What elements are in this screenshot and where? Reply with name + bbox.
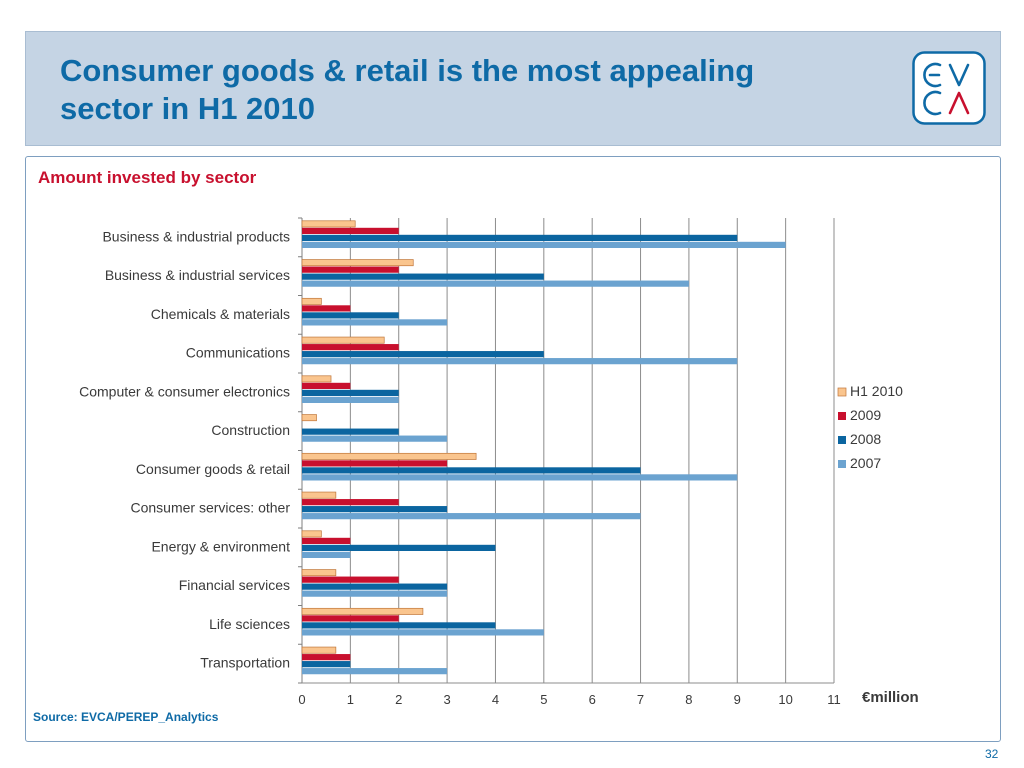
- bar: [302, 551, 351, 558]
- bar: [302, 629, 544, 636]
- bar: [301, 452, 477, 460]
- bar: [302, 396, 399, 403]
- x-tick-label: 9: [734, 692, 741, 707]
- x-tick-label: 6: [589, 692, 596, 707]
- bar: [302, 537, 351, 544]
- bar: [302, 241, 786, 248]
- evca-logo: [912, 51, 986, 125]
- category-label: Construction: [211, 422, 290, 438]
- bar: [302, 305, 351, 312]
- category-label: Business & industrial products: [102, 228, 290, 244]
- title-line-1: Consumer goods & retail is the most appe…: [60, 53, 755, 88]
- bar: [302, 428, 399, 435]
- page-number: 32: [985, 747, 999, 761]
- legend-label: 2008: [850, 431, 881, 447]
- category-label: Energy & environment: [151, 538, 290, 554]
- category-label: Communications: [186, 345, 290, 361]
- bar: [302, 513, 641, 520]
- source-note: Source: EVCA/PEREP_Analytics: [33, 710, 219, 724]
- bar: [301, 569, 337, 577]
- bar: [302, 668, 448, 675]
- x-tick-label: 4: [492, 692, 499, 707]
- bar: [302, 576, 399, 583]
- category-label: Consumer goods & retail: [136, 461, 290, 477]
- x-tick-label: 3: [443, 692, 450, 707]
- bar: [302, 622, 496, 629]
- bar: [302, 344, 399, 351]
- x-tick-label: 8: [685, 692, 692, 707]
- bar: [301, 607, 424, 615]
- category-label: Transportation: [200, 655, 290, 671]
- bar: [302, 435, 448, 442]
- bar: [302, 615, 399, 622]
- category-label: Chemicals & materials: [151, 306, 290, 322]
- bar: [302, 234, 738, 241]
- category-label: Financial services: [179, 577, 290, 593]
- bar: [302, 590, 448, 597]
- bar: [301, 259, 414, 267]
- legend-label: H1 2010: [850, 383, 903, 399]
- x-tick-label: 7: [637, 692, 644, 707]
- bar: [301, 220, 356, 228]
- bar: [302, 474, 738, 481]
- x-tick-label: 0: [298, 692, 305, 707]
- bar: [301, 414, 317, 422]
- x-tick-label: 5: [540, 692, 547, 707]
- bar: [302, 499, 399, 506]
- slide-header: Consumer goods & retail is the most appe…: [25, 31, 1001, 146]
- bar: [302, 273, 544, 280]
- bar: [302, 382, 351, 389]
- bar: [301, 297, 322, 305]
- bar: [302, 460, 448, 467]
- category-label: Business & industrial services: [105, 267, 290, 283]
- bar: [302, 654, 351, 661]
- bar: [301, 491, 337, 499]
- x-tick-label: 11: [827, 692, 841, 707]
- legend-swatch: [838, 436, 846, 444]
- legend-label: 2007: [850, 455, 881, 471]
- x-tick-label: 2: [395, 692, 402, 707]
- bar: [301, 336, 385, 344]
- bar: [302, 506, 448, 513]
- bar: [302, 389, 399, 396]
- category-label: Computer & consumer electronics: [79, 383, 290, 399]
- x-tick-label: 10: [778, 692, 792, 707]
- legend-label: 2009: [850, 407, 881, 423]
- bar: [302, 351, 544, 358]
- bar: [302, 583, 448, 590]
- legend-swatch: [838, 412, 846, 420]
- bar: [301, 375, 332, 383]
- bar: [302, 280, 689, 287]
- title-line-2: sector in H1 2010: [60, 91, 316, 126]
- bar: [301, 646, 337, 654]
- chart-subtitle: Amount invested by sector: [38, 168, 257, 187]
- bar: [302, 312, 399, 319]
- bar: [302, 358, 738, 365]
- chart-panel: [25, 156, 1001, 742]
- bar: [302, 266, 399, 273]
- bar: [302, 227, 399, 234]
- legend-swatch: [838, 460, 846, 468]
- category-label: Life sciences: [209, 616, 290, 632]
- bar: [302, 661, 351, 668]
- x-tick-label: 1: [347, 692, 354, 707]
- category-label: Consumer services: other: [130, 500, 290, 516]
- slide-title: Consumer goods & retail is the most appe…: [60, 52, 880, 128]
- bar: [302, 544, 496, 551]
- bar: [301, 530, 322, 538]
- legend-swatch: [837, 387, 847, 397]
- bar: [302, 319, 448, 326]
- bar: [302, 467, 641, 474]
- unit-label: €million: [862, 689, 919, 706]
